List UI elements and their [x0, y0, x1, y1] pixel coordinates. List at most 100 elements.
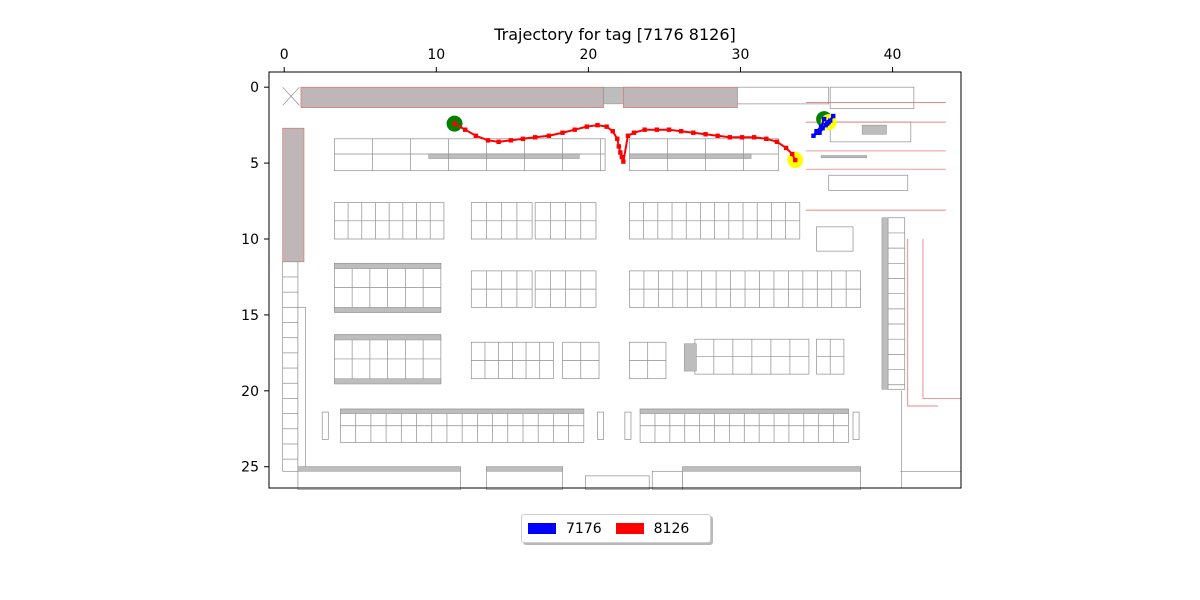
plot-frame	[268, 71, 962, 489]
y-tick-label-15: 15	[241, 308, 259, 324]
y-tick-label-10: 10	[241, 232, 259, 248]
shelf-bar	[334, 378, 442, 385]
tag-8126-point-3	[485, 138, 491, 143]
x-tick-label-30: 30	[732, 47, 750, 63]
tag-8126-point-29	[727, 135, 733, 140]
shelf-bar	[340, 408, 585, 414]
x-tick-label-20: 20	[579, 47, 597, 63]
floor-plan-red-path	[907, 239, 939, 407]
y-tick-label-20: 20	[241, 384, 259, 400]
y-tick-label-25: 25	[241, 460, 259, 476]
tag-7176-point-9	[817, 130, 822, 135]
tag-7176-point-0	[821, 116, 827, 122]
checkout-belt	[820, 155, 867, 159]
tag-8126-point-17	[618, 150, 623, 155]
right-column-shelf	[887, 217, 906, 390]
tag-8126-point-20	[625, 133, 631, 138]
tag-8126-point-23	[654, 127, 660, 132]
tag-7176-point-3	[811, 133, 816, 138]
tag-8126-point-15	[615, 136, 620, 142]
shelf-bar	[683, 343, 697, 372]
legend-swatch-8126	[615, 523, 644, 534]
checkout-belt	[861, 124, 887, 135]
tag-8126-point-4	[496, 139, 501, 145]
end-cap	[624, 411, 632, 440]
left-column-shelf	[297, 306, 306, 475]
legend-label-7176: 7176	[566, 520, 602, 537]
tag-8126-point-6	[520, 136, 526, 142]
tag-8126-point-24	[666, 127, 672, 132]
tag-8126-point-21	[631, 130, 637, 135]
tag-8126-point-16	[616, 144, 622, 149]
legend-label-8126: 8126	[653, 520, 690, 537]
top-wall-section	[300, 86, 604, 108]
tag-8126-point-28	[715, 133, 720, 138]
tag-8126-point-0	[452, 121, 457, 126]
tag-8126-point-5	[508, 138, 514, 143]
x-tick-label-0: 0	[280, 47, 289, 63]
shelf-bar	[334, 334, 442, 341]
chart-title: Trajectory for tag [7176 8126]	[493, 25, 736, 44]
bottom-wall-bar	[297, 466, 461, 472]
y-tick-label-0: 0	[250, 80, 259, 96]
checkout-counter	[829, 86, 915, 109]
tag-8126-point-18	[619, 154, 625, 160]
tag-8126-point-2	[473, 133, 479, 138]
end-cap	[321, 411, 329, 440]
tag-8126-point-30	[739, 135, 745, 140]
left-column-shelf	[282, 261, 299, 472]
shelf-bar	[334, 263, 442, 269]
bottom-wall-unit	[584, 475, 650, 490]
floor-plan-background	[282, 86, 961, 490]
bottom-wall-bar	[682, 466, 861, 472]
tag-8126-point-1	[462, 127, 468, 132]
tag-8126-point-35	[789, 151, 795, 157]
legend: 7176 8126	[521, 514, 711, 543]
tag-8126-point-25	[678, 129, 684, 134]
tag-8126-point-9	[560, 130, 565, 135]
tag-8126-point-27	[703, 132, 708, 137]
tag-8126-point-31	[751, 135, 757, 140]
tag-8126-point-34	[783, 145, 789, 151]
shelf-bar	[334, 307, 442, 313]
end-cap	[597, 411, 604, 440]
checkout-counter	[828, 174, 909, 191]
left-wall	[282, 127, 305, 263]
y-tick-label-5: 5	[250, 156, 259, 172]
aisle-bar	[629, 153, 752, 159]
tag-7176-point-11	[826, 119, 831, 125]
tag-8126-point-36	[793, 157, 798, 163]
tag-8126-point-26	[691, 130, 696, 135]
top-wall-section	[623, 86, 738, 108]
axes: 0 10 20 30 40 0 5 10 15 20 25	[241, 47, 901, 476]
tag-8126-point-13	[604, 124, 609, 129]
tag-8126-point-11	[584, 124, 590, 129]
top-right-counter	[737, 86, 830, 105]
floor-plan-red-path	[922, 239, 961, 399]
series-layer	[446, 111, 837, 169]
legend-item-8126: 8126	[615, 520, 690, 537]
bottom-wall-unit	[651, 470, 684, 490]
tag-8126-point-32	[764, 136, 769, 142]
legend-item-7176: 7176	[528, 521, 602, 537]
tag-8126-point-22	[642, 127, 647, 132]
tag-8126-point-12	[595, 122, 600, 128]
tag-8126-point-10	[572, 127, 577, 132]
tag-7176-point-10	[820, 125, 825, 131]
tag-8126-point-8	[546, 133, 552, 138]
x-tick-label-10: 10	[427, 47, 445, 63]
end-cap	[852, 411, 860, 440]
tag-7176-point-7	[831, 113, 836, 119]
right-column-bar	[881, 217, 889, 390]
aisle-bar	[428, 153, 580, 159]
tag-8126-point-7	[532, 135, 538, 140]
bottom-wall-bar	[486, 466, 563, 472]
plants-area	[816, 226, 854, 252]
shelf-bar	[639, 408, 849, 414]
legend-swatch-7176	[528, 523, 556, 534]
tag-8126-point-14	[610, 129, 615, 134]
tag-8126-point-33	[774, 139, 780, 145]
floor-plan-line	[282, 86, 300, 106]
tag-8126-point-19	[621, 159, 626, 164]
